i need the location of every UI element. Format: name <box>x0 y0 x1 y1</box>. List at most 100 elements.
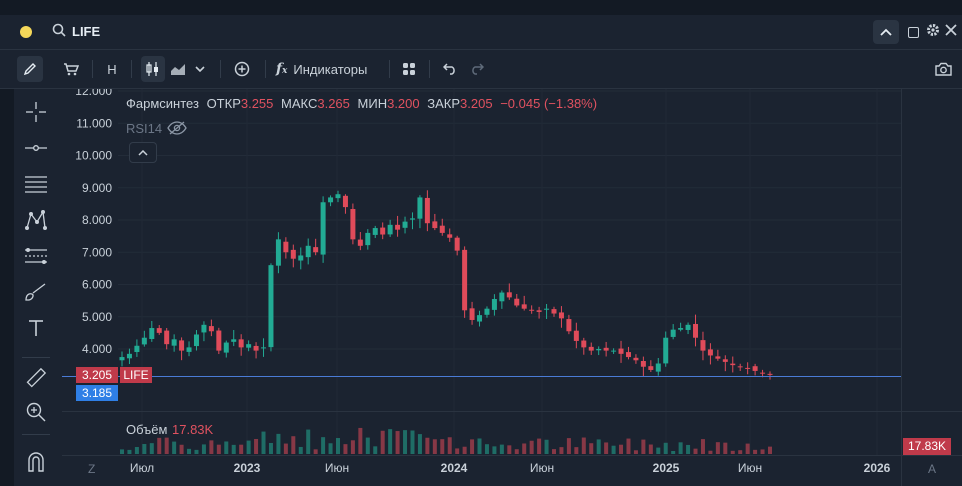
prediction-tool[interactable] <box>14 239 58 273</box>
gear-icon[interactable] <box>926 23 940 40</box>
volume-bar <box>365 437 370 454</box>
volume-bar <box>254 438 259 454</box>
volume-bar <box>172 441 177 454</box>
symbol-search-input[interactable]: LIFE <box>72 24 101 39</box>
volume-bar <box>291 436 296 454</box>
volume-bar <box>142 444 147 454</box>
area-chart-icon <box>171 64 185 75</box>
chart-legend: Фармсинтез ОТКР3.255 МАКС3.265 МИН3.200 … <box>126 96 597 111</box>
volume-bar <box>343 444 348 454</box>
zoom-tool[interactable] <box>14 395 58 429</box>
legend-collapse-button[interactable] <box>129 142 157 163</box>
candle <box>573 330 579 341</box>
undo-button[interactable] <box>440 50 460 88</box>
volume-bar <box>596 439 601 454</box>
chart-type-candles-button[interactable] <box>141 56 165 82</box>
chart-area[interactable]: 12.000 11.000 10.000 9.000 8.000 7.000 6.000 5.… <box>62 89 962 486</box>
collapse-button[interactable] <box>873 20 899 44</box>
search-icon[interactable] <box>52 23 66 40</box>
volume-bar <box>633 450 638 454</box>
rsi-label[interactable]: RSI14 <box>126 121 163 136</box>
candle <box>179 340 185 351</box>
draw-mode-button[interactable] <box>17 56 43 82</box>
candle <box>730 363 736 366</box>
chart-type-dropdown[interactable] <box>192 50 208 88</box>
candle <box>529 309 535 311</box>
volume-bar <box>209 440 214 454</box>
candle <box>283 241 289 253</box>
volume-bar <box>149 443 154 454</box>
y-tick-label: 11.000 <box>76 116 112 130</box>
volume-bar <box>321 437 326 454</box>
fib-tool[interactable] <box>14 167 58 201</box>
volume-bar <box>730 450 735 454</box>
crosshair-icon <box>26 102 46 122</box>
close-icon[interactable] <box>944 23 958 40</box>
resolution-button[interactable]: H <box>107 61 117 77</box>
candle <box>275 239 281 266</box>
layouts-button[interactable] <box>399 50 419 88</box>
trend-line-tool[interactable] <box>14 131 58 165</box>
volume-bar <box>611 445 616 454</box>
volume-bar <box>663 442 668 454</box>
magnet-tool[interactable] <box>14 445 58 479</box>
pattern-tool[interactable] <box>14 203 58 237</box>
redo-button[interactable] <box>467 50 487 88</box>
volume-bar <box>522 443 527 454</box>
volume-bar <box>619 444 624 454</box>
candle <box>328 197 334 203</box>
candle <box>119 357 125 361</box>
y-tick-label: 4.000 <box>82 342 112 356</box>
eye-off-icon[interactable] <box>167 120 187 139</box>
candle <box>544 308 550 310</box>
crosshair-tool[interactable] <box>14 95 58 129</box>
candle <box>558 312 564 319</box>
compare-button[interactable] <box>230 50 254 88</box>
open-label: ОТКР <box>206 96 241 111</box>
chart-type-area-button[interactable] <box>167 50 189 88</box>
candle <box>171 339 177 346</box>
high-value: 3.265 <box>317 96 350 111</box>
brush-tool[interactable] <box>14 275 58 309</box>
ruler-tool[interactable] <box>14 361 58 395</box>
y-tick-label: 7.000 <box>82 245 112 259</box>
candle <box>268 265 274 348</box>
volume-bar <box>760 449 765 454</box>
y-tick-label: 6.000 <box>82 278 112 292</box>
close-label: ЗАКР <box>427 96 461 111</box>
candle <box>588 346 594 351</box>
price-chart[interactable]: 12.000 11.000 10.000 9.000 8.000 7.000 6.000 5.… <box>62 89 962 486</box>
a-axis-button[interactable]: A <box>928 462 937 476</box>
x-tick-label: Июн <box>325 461 349 475</box>
grid-icon <box>403 63 415 75</box>
volume-bar <box>187 448 192 454</box>
prediction-icon <box>25 248 47 264</box>
text-tool[interactable] <box>14 311 58 345</box>
maximize-icon[interactable] <box>908 27 919 38</box>
volume-bar <box>492 446 497 454</box>
x-tick-label: 2023 <box>234 461 261 475</box>
volume-bar <box>373 446 378 454</box>
candle <box>618 348 624 354</box>
last-price-label: 3.205 <box>76 367 118 383</box>
candle <box>648 366 654 370</box>
close-value: 3.205 <box>460 96 493 111</box>
volume-bar <box>708 450 713 454</box>
volume-bar <box>537 438 542 454</box>
volume-bar <box>440 439 445 454</box>
volume-bar <box>499 444 504 454</box>
candle <box>290 249 296 259</box>
cart-icon <box>64 63 79 76</box>
trade-button[interactable] <box>58 50 84 88</box>
volume-bar <box>738 450 743 454</box>
candle <box>238 339 244 348</box>
candle <box>625 352 631 358</box>
z-axis-button[interactable]: Z <box>88 462 96 476</box>
candle <box>126 353 132 359</box>
low-label: МИН <box>357 96 388 111</box>
indicators-button[interactable]: fx Индикаторы <box>276 50 380 88</box>
screenshot-button[interactable] <box>932 50 954 88</box>
candle <box>134 345 140 353</box>
magnet-icon <box>28 452 44 472</box>
candle <box>424 197 430 224</box>
